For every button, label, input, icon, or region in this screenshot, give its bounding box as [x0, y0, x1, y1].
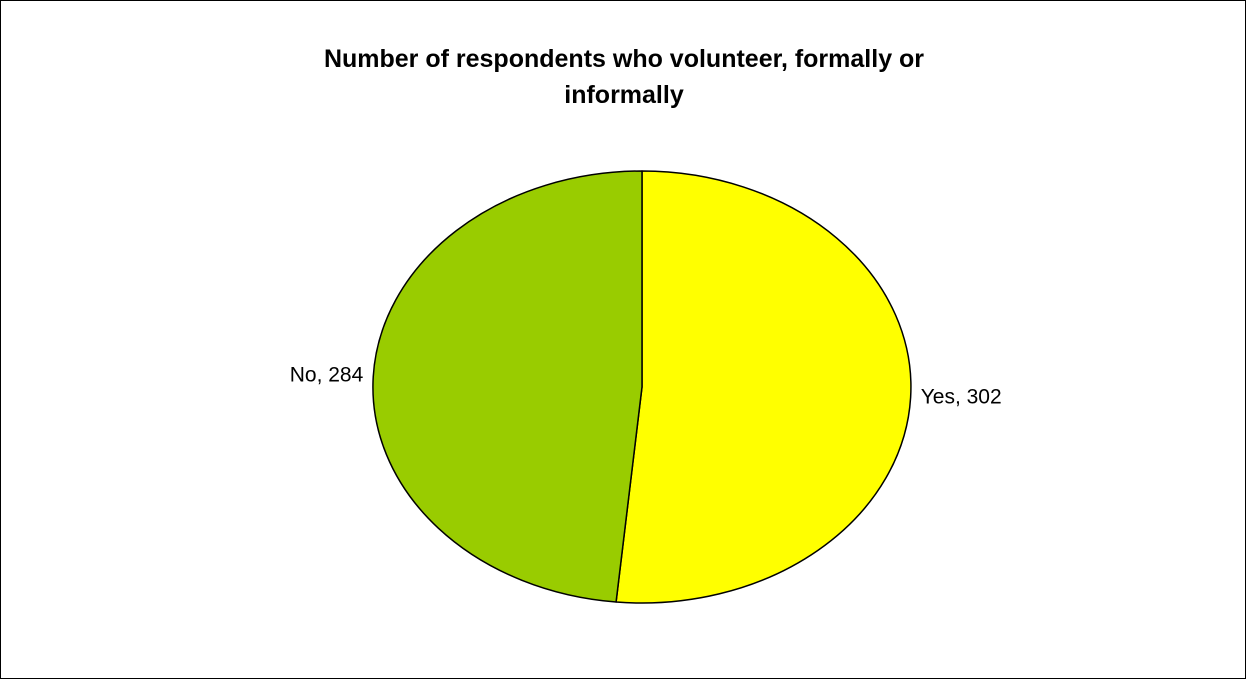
- pie-slice-yes: [615, 170, 912, 604]
- pie-slice-no: [372, 170, 643, 603]
- chart-title-line-2: informally: [564, 81, 684, 109]
- chart-title: Number of respondents who volunteer, for…: [1, 41, 1246, 113]
- chart-title-line-1: Number of respondents who volunteer, for…: [323, 45, 925, 73]
- data-label-yes: Yes, 302: [921, 385, 1002, 408]
- data-label-no: No, 284: [290, 364, 364, 387]
